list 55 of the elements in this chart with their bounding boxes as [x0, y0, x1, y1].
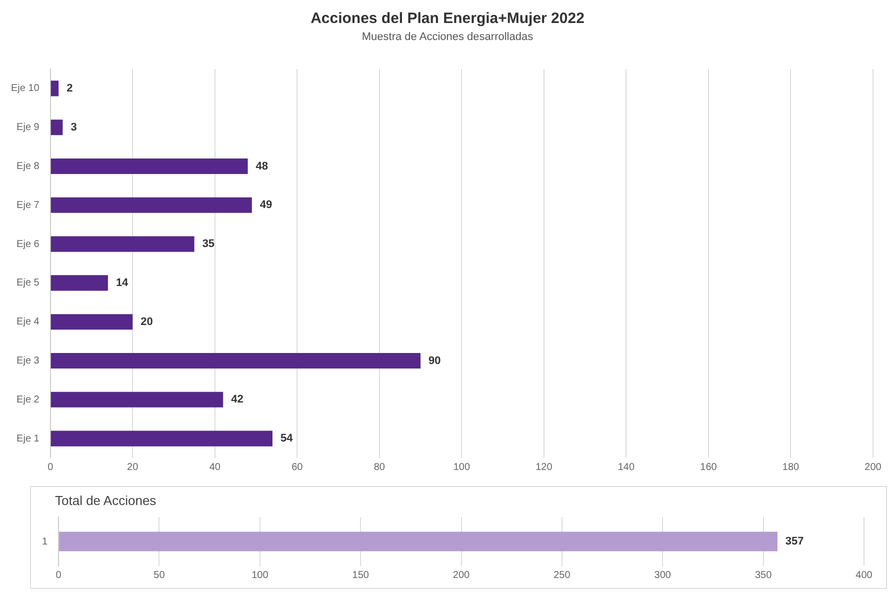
- y-tick-label: Eje 9: [16, 122, 40, 134]
- x-tick-label: 0: [56, 570, 62, 581]
- x-tick-label: 40: [209, 462, 221, 473]
- x-tick-label: 100: [252, 570, 269, 581]
- x-tick-label: 300: [654, 570, 672, 581]
- x-tick-label: 20: [127, 462, 139, 473]
- chart-subtitle: Muestra de Acciones desarrolladas: [360, 31, 534, 43]
- x-tick-label: 60: [292, 462, 304, 473]
- bar: [50, 158, 248, 174]
- bar: [50, 430, 272, 446]
- data-label: 14: [116, 276, 130, 289]
- x-tick-label: 150: [352, 570, 370, 581]
- bar: [50, 275, 108, 291]
- y-tick-label: Eje 4: [16, 316, 40, 328]
- x-tick-label: 200: [452, 570, 470, 581]
- x-tick-label: 250: [554, 570, 571, 581]
- chart-title: Acciones del Plan Energia+Mujer 2022: [310, 10, 586, 27]
- y-tick-label: Eje 5: [16, 278, 40, 289]
- x-tick-label: 120: [536, 462, 553, 473]
- x-tick-label: 180: [782, 462, 800, 473]
- y-tick-label: Eje 10: [10, 83, 40, 94]
- data-label: 42: [231, 394, 244, 406]
- data-label: 90: [428, 354, 441, 367]
- x-tick-label: 100: [453, 462, 470, 473]
- bar: [50, 120, 63, 136]
- x-tick-label: 80: [374, 462, 386, 473]
- y-tick-label: Eje 6: [16, 238, 40, 250]
- data-label: 54: [280, 432, 294, 445]
- data-label: 49: [260, 199, 272, 212]
- data-label: 3: [70, 121, 77, 134]
- x-tick-label: 50: [154, 570, 166, 581]
- y-tick-label: 1: [42, 536, 48, 548]
- bar: [50, 352, 421, 369]
- x-tick-label: 400: [856, 570, 873, 581]
- chart-title: Total de Acciones: [54, 492, 158, 508]
- x-tick-label: 200: [864, 462, 882, 473]
- data-label: 357: [785, 536, 804, 548]
- x-tick-label: 350: [754, 570, 772, 581]
- bar: [50, 197, 252, 213]
- bar: [50, 236, 194, 252]
- data-label: 2: [66, 82, 73, 94]
- data-label: 35: [202, 238, 215, 250]
- y-tick-label: Eje 3: [16, 356, 40, 366]
- x-tick-label: 140: [618, 462, 635, 473]
- y-tick-label: Eje 1: [16, 433, 40, 444]
- bar: [50, 80, 59, 96]
- bar: [50, 392, 224, 408]
- x-tick-label: 0: [48, 462, 54, 473]
- y-tick-label: Eje 2: [16, 394, 40, 406]
- y-tick-label: Eje 8: [16, 161, 40, 172]
- x-tick-label: 160: [700, 462, 718, 473]
- bar: [50, 314, 133, 330]
- y-tick-label: Eje 7: [16, 200, 40, 211]
- data-label: 20: [140, 316, 153, 328]
- data-label: 48: [256, 160, 268, 172]
